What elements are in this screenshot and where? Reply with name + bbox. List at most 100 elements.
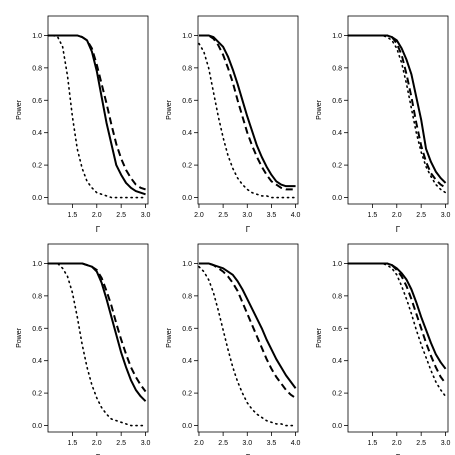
x-tick-label: 2.5 [116,440,126,447]
x-tick-label: 4.0 [291,440,301,447]
chart-panel-1: 0.0 0.2 0.4 0.6 0.8 1.0 1.5 2.0 2.5 3.0 Γ Power [16,15,151,234]
x-tick-label: 2.5 [116,212,126,219]
x-tick-label: 1.5 [68,440,78,447]
y-axis-label: Power [316,99,323,120]
y-tick-label: 0.4 [182,130,192,137]
y-tick-label: 1.0 [32,261,42,268]
series-line-solid [198,262,297,389]
y-axis-label: Power [16,99,23,120]
y-tick-label: 0.2 [32,391,42,398]
chart-panel-3: 0.0 0.2 0.4 0.6 0.8 1.0 1.5 2.0 2.5 3.0 Γ Power [316,15,451,234]
x-axis-label: Γ [246,225,251,234]
x-axis-label: Γ [96,453,101,455]
y-tick-label: 0.2 [332,391,342,398]
y-tick-label: 0.6 [332,326,342,333]
y-tick-label: 0.0 [182,423,192,430]
y-tick-label: 0.8 [182,293,192,300]
x-tick-label: 1.5 [368,212,378,219]
series-line-dashed [348,34,447,189]
y-tick-label: 0.0 [332,195,342,202]
chart-panel-6: 0.0 0.2 0.4 0.6 0.8 1.0 1.5 2.0 2.5 3.0 Γ Power [316,243,451,455]
series-line-dashed [48,262,147,393]
x-tick-label: 2.0 [392,440,402,447]
series-line-solid [48,34,146,196]
x-tick-label: 3.0 [441,212,451,219]
y-tick-label: 0.8 [32,65,42,72]
x-tick-label: 2.0 [92,440,102,447]
series-line-dashed [348,262,447,384]
y-tick-label: 1.0 [182,33,192,40]
x-tick-label: 2.0 [92,212,102,219]
y-tick-label: 0.4 [332,130,342,137]
series-line-solid [348,34,447,184]
y-axis-label: Power [166,327,173,348]
y-tick-label: 0.2 [332,163,342,170]
y-tick-label: 0.8 [332,293,342,300]
x-tick-label: 2.5 [218,440,228,447]
series-line-dotted [47,262,147,427]
y-tick-label: 0.4 [32,130,42,137]
series-line-dashed [198,34,296,191]
y-tick-label: 0.2 [182,391,192,398]
x-axis-label: Γ [396,225,401,234]
plot-frame [197,15,299,205]
chart-panel-5: 0.0 0.2 0.4 0.6 0.8 1.0 2.0 2.5 3.0 3.5 4.0 Γ Power [166,243,301,455]
y-tick-label: 0.2 [32,163,42,170]
x-tick-label: 2.0 [194,440,204,447]
x-tick-label: 2.5 [416,212,426,219]
plot-frame [47,15,149,205]
chart-panel-4: 0.0 0.2 0.4 0.6 0.8 1.0 1.5 2.0 2.5 3.0 Γ Power [16,243,151,455]
series-line-dashed [198,262,297,399]
plot-frame [197,243,299,433]
x-tick-label: 3.0 [141,212,151,219]
y-tick-label: 0.4 [32,358,42,365]
y-tick-label: 0.0 [182,195,192,202]
series-line-dashed [48,34,146,191]
y-tick-label: 0.0 [332,423,342,430]
series-line-dotted [198,42,297,199]
chart-panel-2: 0.0 0.2 0.4 0.6 0.8 1.0 2.0 2.5 3.0 3.5 4.0 Γ Power [166,15,301,234]
y-axis-label: Power [316,327,323,348]
y-tick-label: 0.4 [332,358,342,365]
plot-frame [347,243,449,433]
x-tick-label: 2.0 [392,212,402,219]
x-tick-label: 2.5 [218,212,228,219]
y-tick-label: 0.0 [32,195,42,202]
x-tick-label: 3.0 [242,212,252,219]
series-line-dotted [347,34,447,194]
y-axis-label: Power [16,327,23,348]
y-tick-label: 1.0 [32,33,42,40]
x-axis-label: Γ [396,453,401,455]
x-tick-label: 2.5 [416,440,426,447]
y-tick-label: 0.6 [182,98,192,105]
x-axis-label: Γ [246,453,251,455]
series-line-solid [348,262,447,370]
plot-frame [347,15,449,205]
x-axis-label: Γ [96,225,101,234]
x-tick-label: 3.0 [441,440,451,447]
x-tick-label: 3.0 [141,440,151,447]
x-tick-label: 4.0 [291,212,301,219]
x-tick-label: 2.0 [194,212,204,219]
y-tick-label: 0.2 [182,163,192,170]
x-tick-label: 3.0 [242,440,252,447]
plot-frame [47,243,149,433]
y-tick-label: 0.6 [32,326,42,333]
y-tick-label: 1.0 [182,261,192,268]
y-tick-label: 0.8 [32,293,42,300]
y-tick-label: 0.8 [332,65,342,72]
series-line-solid [48,262,147,402]
x-tick-label: 1.5 [68,212,78,219]
series-line-dotted [198,265,297,427]
x-tick-label: 3.5 [267,440,277,447]
series-line-dotted [47,34,147,199]
x-tick-label: 1.5 [368,440,378,447]
y-axis-label: Power [166,99,173,120]
y-tick-label: 0.4 [182,358,192,365]
y-tick-label: 0.6 [332,98,342,105]
y-tick-label: 1.0 [332,261,342,268]
y-tick-label: 0.8 [182,65,192,72]
x-tick-label: 3.5 [267,212,277,219]
series-line-solid [198,34,296,188]
